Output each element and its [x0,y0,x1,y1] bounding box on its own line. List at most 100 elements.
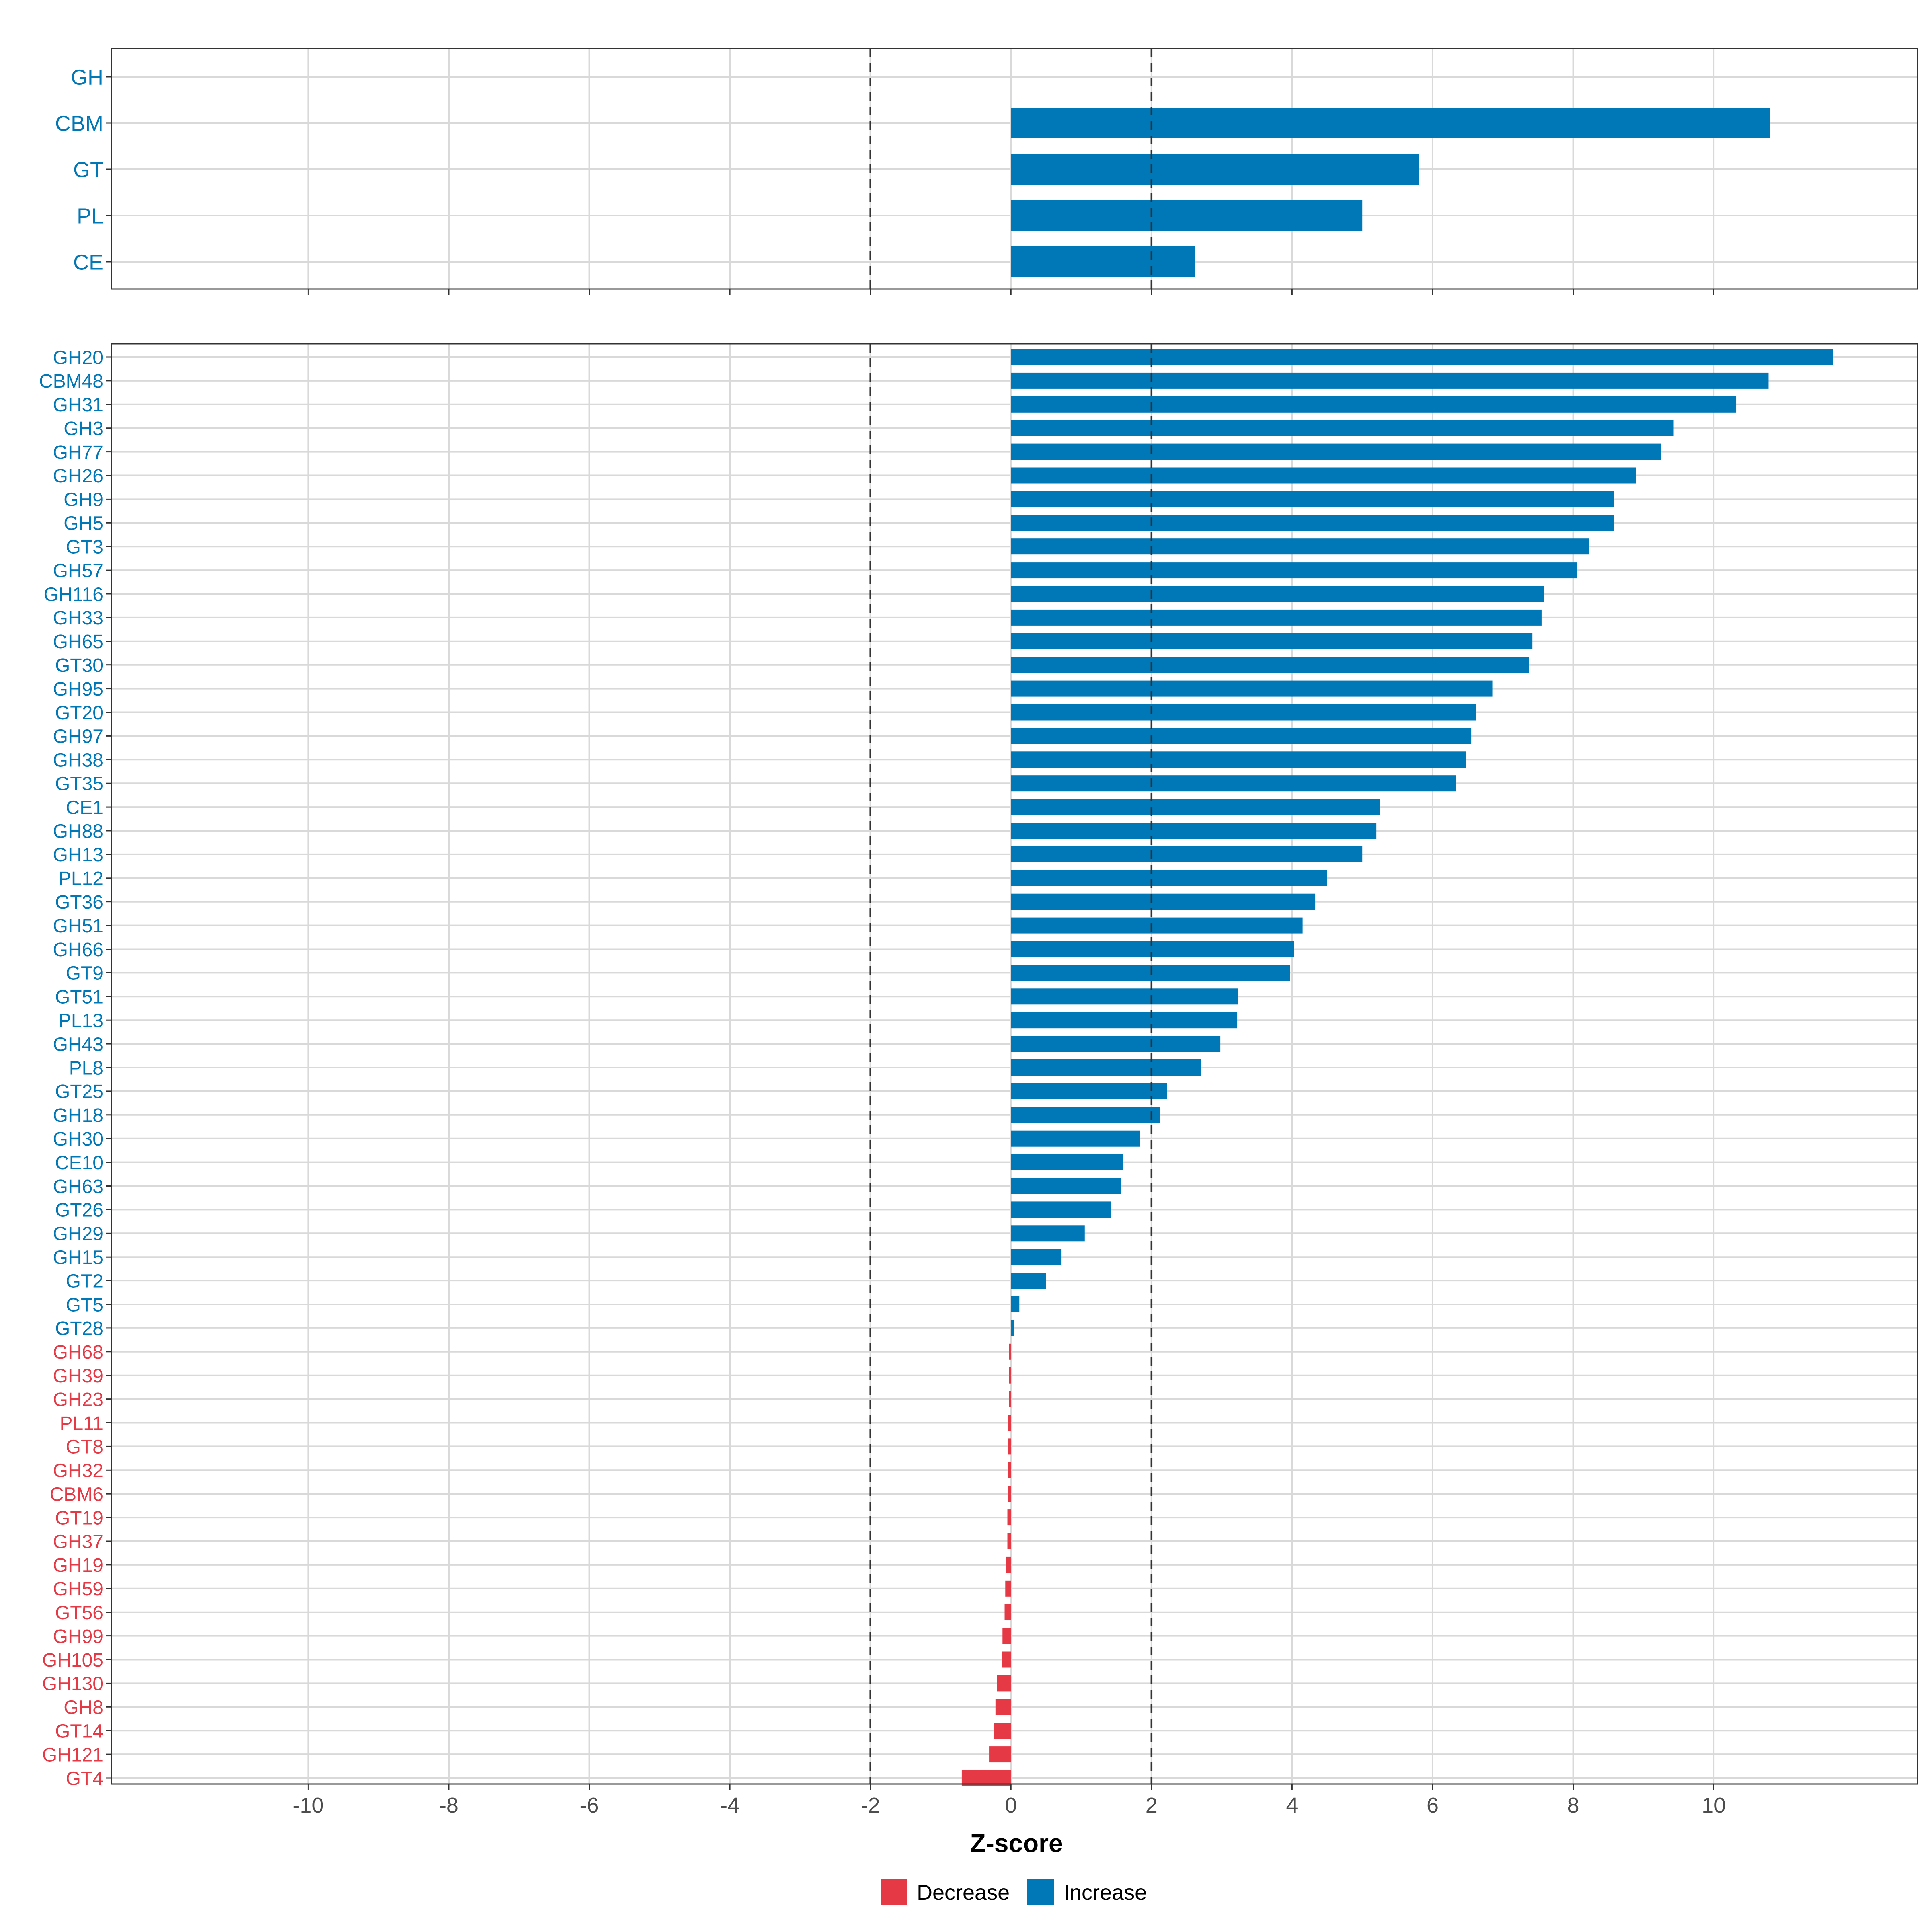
bottom-bar-gh9 [1011,491,1614,507]
bottom-category-label-ce10: CE10 [55,1152,103,1174]
bottom-category-label-gh68: GH68 [53,1342,103,1363]
bottom-bar-pl8 [1011,1059,1201,1076]
bottom-category-label-gh19: GH19 [53,1555,103,1576]
bottom-bar-gh99 [1002,1628,1011,1644]
bottom-category-label-gh26: GH26 [53,466,103,487]
bottom-category-label-gt5: GT5 [66,1294,103,1316]
bottom-bar-gh88 [1011,823,1377,839]
bottom-category-label-gt56: GT56 [55,1602,103,1624]
bottom-bar-gt3 [1011,538,1589,555]
bottom-category-label-gh3: GH3 [64,418,103,439]
x-tick-label-10: 10 [1702,1793,1726,1817]
bottom-bar-gt25 [1011,1083,1167,1099]
bottom-category-label-gh77: GH77 [53,442,103,463]
top-category-label-ce: CE [73,250,103,274]
bottom-bar-gh66 [1011,941,1294,957]
bottom-category-label-gh32: GH32 [53,1460,103,1482]
bottom-bar-gh105 [1002,1651,1011,1668]
bottom-category-label-pl11: PL11 [60,1413,103,1434]
bottom-bar-gh39 [1009,1367,1011,1384]
bottom-bar-gh43 [1011,1036,1221,1052]
top-bar-ce [1011,246,1195,277]
bottom-category-label-gt30: GT30 [55,655,103,676]
bottom-category-label-gt26: GT26 [55,1200,103,1221]
bottom-category-label-gh8: GH8 [64,1697,103,1718]
legend-label-decrease: Decrease [917,1881,1010,1905]
bottom-category-label-pl12: PL12 [58,868,103,889]
bottom-bar-gh51 [1011,917,1303,934]
bottom-category-label-gh51: GH51 [53,916,103,937]
top-category-label-pl: PL [77,204,103,228]
top-category-label-cbm: CBM [55,111,103,136]
x-tick-label-8: 8 [1567,1793,1579,1817]
bottom-bar-gh130 [997,1675,1011,1692]
bottom-category-label-gh9: GH9 [64,489,103,511]
bottom-category-label-gh99: GH99 [53,1626,103,1647]
x-tick-label--10: -10 [292,1793,324,1817]
bottom-bar-gh116 [1011,586,1544,602]
bottom-bar-gt4 [961,1770,1011,1786]
bottom-category-label-gt4: GT4 [66,1768,103,1789]
legend: Decrease Increase [881,1879,1147,1905]
bottom-category-label-gh5: GH5 [64,513,103,534]
legend-key-decrease [881,1879,907,1905]
bottom-bar-gh68 [1009,1343,1011,1360]
legend-key-increase [1027,1879,1054,1905]
bottom-category-label-gh63: GH63 [53,1176,103,1197]
bottom-bar-gh19 [1006,1556,1011,1573]
x-tick-label--8: -8 [439,1793,458,1817]
bottom-category-label-gh39: GH39 [53,1365,103,1387]
bottom-category-label-gt2: GT2 [66,1271,103,1292]
bottom-category-label-gh65: GH65 [53,631,103,653]
bottom-bar-gh37 [1007,1533,1011,1549]
bottom-bar-ce10 [1011,1154,1123,1170]
bottom-bar-gt8 [1008,1438,1011,1455]
bottom-bar-gh33 [1011,609,1542,626]
top-panel: GH CBM GT PL CE [55,48,1918,295]
x-axis: -10 -8 -6 -4 -2 0 2 4 6 8 10 [292,1793,1726,1817]
bottom-bar-ce1 [1011,799,1380,815]
x-tick-label-6: 6 [1427,1793,1439,1817]
x-tick-label-0: 0 [1005,1793,1017,1817]
bottom-category-label-gt14: GT14 [55,1721,103,1742]
bottom-bar-gt20 [1011,704,1476,721]
bottom-bar-gh23 [1009,1391,1011,1407]
x-tick-label-2: 2 [1146,1793,1158,1817]
bottom-bar-gt28 [1011,1320,1014,1336]
bottom-bar-gt2 [1011,1273,1046,1289]
top-bar-pl [1011,200,1363,231]
bottom-bar-gh97 [1011,728,1472,744]
bottom-category-label-gt20: GT20 [55,702,103,724]
bottom-category-label-gt28: GT28 [55,1318,103,1339]
top-bar-cbm [1011,108,1770,138]
bottom-bar-gh18 [1011,1107,1160,1123]
bottom-bar-gh77 [1011,443,1661,460]
bottom-panel-frame [111,343,1918,1785]
bottom-category-label-gh95: GH95 [53,679,103,700]
bottom-bar-gh65 [1011,633,1533,649]
x-tick-label--2: -2 [861,1793,880,1817]
bottom-bar-gt35 [1011,775,1456,792]
bottom-bar-gt26 [1011,1201,1111,1218]
bottom-category-label-gh13: GH13 [53,844,103,866]
bottom-category-label-gt3: GT3 [66,536,103,558]
bottom-category-label-gt9: GT9 [66,963,103,984]
bottom-bar-pl11 [1008,1415,1011,1431]
bottom-bar-gh26 [1011,467,1636,484]
bottom-category-label-gh116: GH116 [43,584,103,605]
bottom-category-label-gh15: GH15 [53,1247,103,1268]
bottom-bar-gh15 [1011,1249,1062,1265]
bottom-bar-gt30 [1011,657,1529,673]
bottom-category-label-gh130: GH130 [42,1673,103,1695]
bottom-category-label-cbm48: CBM48 [39,371,103,392]
bottom-bar-gh20 [1011,349,1834,365]
bottom-category-label-gt51: GT51 [55,987,103,1008]
bottom-category-label-gt25: GT25 [55,1081,103,1103]
bottom-category-label-gh37: GH37 [53,1531,103,1552]
bottom-bar-gh38 [1011,751,1466,768]
bottom-category-label-gt35: GT35 [55,773,103,795]
bottom-category-label-pl13: PL13 [58,1010,103,1031]
bottom-bar-gh8 [995,1699,1011,1715]
bottom-bar-gt9 [1011,965,1290,981]
